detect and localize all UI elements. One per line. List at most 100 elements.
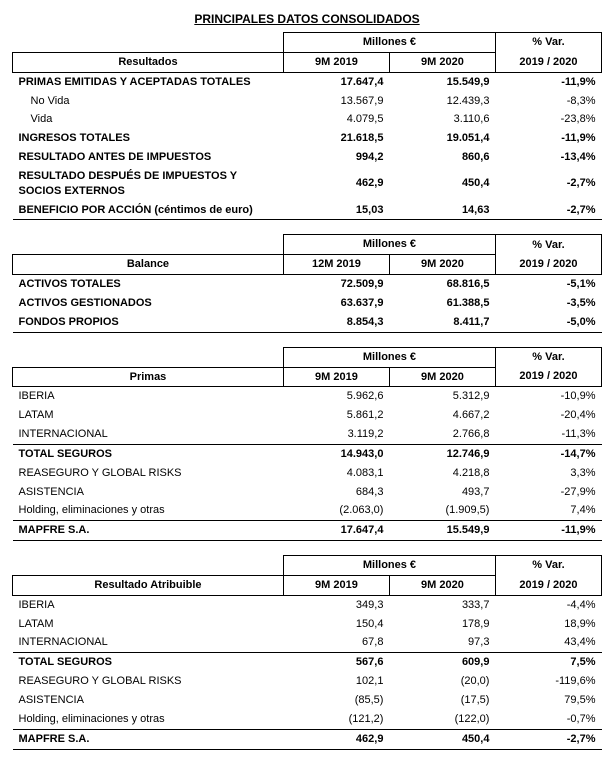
row-value-1: 994,2 — [283, 148, 389, 167]
header-var-period: 2019 / 2020 — [495, 52, 601, 72]
table-row: IBERIA349,3333,7-4,4% — [13, 595, 602, 614]
row-label: IBERIA — [13, 595, 284, 614]
row-value-2: 14,63 — [389, 201, 495, 220]
row-value-2: 333,7 — [389, 595, 495, 614]
row-value-2: 178,9 — [389, 615, 495, 634]
header-millones: Millones € — [283, 347, 495, 367]
header-section-label: Resultados — [13, 52, 284, 72]
row-label: LATAM — [13, 615, 284, 634]
row-var: -3,5% — [495, 294, 601, 313]
row-value-1: 15,03 — [283, 201, 389, 220]
row-value-1: 13.567,9 — [283, 92, 389, 111]
row-label: ASISTENCIA — [13, 691, 284, 710]
financial-table: Millones €% Var.Balance12M 20199M 202020… — [12, 234, 602, 332]
table-row: MAPFRE S.A.17.647,415.549,9-11,9% — [13, 521, 602, 541]
header-blank — [13, 235, 284, 255]
row-var: -2,7% — [495, 167, 601, 201]
row-label: Holding, eliminaciones y otras — [13, 501, 284, 520]
table-row: PRIMAS EMITIDAS Y ACEPTADAS TOTALES17.64… — [13, 72, 602, 91]
row-label: INTERNACIONAL — [13, 633, 284, 652]
header-var: % Var. — [495, 235, 601, 255]
row-label: Holding, eliminaciones y otras — [13, 710, 284, 729]
header-millones: Millones € — [283, 235, 495, 255]
row-var: 7,4% — [495, 501, 601, 520]
row-value-1: 567,6 — [283, 653, 389, 672]
row-var: -13,4% — [495, 148, 601, 167]
row-label: No Vida — [13, 92, 284, 111]
table-row: INGRESOS TOTALES21.618,519.051,4-11,9% — [13, 129, 602, 148]
header-section-label: Balance — [13, 255, 284, 275]
row-value-1: 4.079,5 — [283, 110, 389, 129]
row-value-1: 462,9 — [283, 729, 389, 749]
row-value-1: (85,5) — [283, 691, 389, 710]
row-label: LATAM — [13, 406, 284, 425]
row-var: -2,7% — [495, 729, 601, 749]
financial-table: Millones €% Var.Primas9M 20199M 20202019… — [12, 347, 602, 541]
row-value-2: 3.110,6 — [389, 110, 495, 129]
page-title: PRINCIPALES DATOS CONSOLIDADOS — [12, 12, 602, 26]
header-var: % Var. — [495, 33, 601, 53]
row-label: ACTIVOS GESTIONADOS — [13, 294, 284, 313]
row-label: ASISTENCIA — [13, 483, 284, 502]
row-label: TOTAL SEGUROS — [13, 444, 284, 463]
row-var: -11,9% — [495, 129, 601, 148]
row-label: RESULTADO ANTES DE IMPUESTOS — [13, 148, 284, 167]
row-label: IBERIA — [13, 387, 284, 406]
table-row: Vida4.079,53.110,6-23,8% — [13, 110, 602, 129]
financial-table: Millones €% Var.Resultados9M 20199M 2020… — [12, 32, 602, 220]
header-millones: Millones € — [283, 33, 495, 53]
row-value-1: 21.618,5 — [283, 129, 389, 148]
row-value-1: 102,1 — [283, 672, 389, 691]
row-var: -27,9% — [495, 483, 601, 502]
row-value-1: 150,4 — [283, 615, 389, 634]
row-value-2: 4.667,2 — [389, 406, 495, 425]
row-value-1: 63.637,9 — [283, 294, 389, 313]
table-row: ACTIVOS TOTALES72.509,968.816,5-5,1% — [13, 275, 602, 294]
row-value-1: 67,8 — [283, 633, 389, 652]
table-row: FONDOS PROPIOS8.854,38.411,7-5,0% — [13, 313, 602, 332]
table-row: No Vida13.567,912.439,3-8,3% — [13, 92, 602, 111]
row-label: Vida — [13, 110, 284, 129]
table-row: REASEGURO Y GLOBAL RISKS4.083,14.218,83,… — [13, 464, 602, 483]
row-value-2: 609,9 — [389, 653, 495, 672]
row-label: ACTIVOS TOTALES — [13, 275, 284, 294]
table-row: INTERNACIONAL67,897,343,4% — [13, 633, 602, 652]
row-value-2: 4.218,8 — [389, 464, 495, 483]
row-value-2: 450,4 — [389, 729, 495, 749]
row-value-2: 15.549,9 — [389, 72, 495, 91]
row-value-1: 14.943,0 — [283, 444, 389, 463]
row-value-2: 97,3 — [389, 633, 495, 652]
row-var: -14,7% — [495, 444, 601, 463]
header-blank — [13, 556, 284, 576]
tables-container: Millones €% Var.Resultados9M 20199M 2020… — [12, 32, 602, 750]
row-var: -4,4% — [495, 595, 601, 614]
header-period1: 9M 2019 — [283, 367, 389, 387]
row-value-2: 493,7 — [389, 483, 495, 502]
header-var-period: 2019 / 2020 — [495, 575, 601, 595]
row-value-1: 72.509,9 — [283, 275, 389, 294]
table-row: BENEFICIO POR ACCIÓN (céntimos de euro)1… — [13, 201, 602, 220]
row-value-1: 3.119,2 — [283, 425, 389, 444]
row-label: MAPFRE S.A. — [13, 729, 284, 749]
row-label: PRIMAS EMITIDAS Y ACEPTADAS TOTALES — [13, 72, 284, 91]
table-row: ASISTENCIA684,3493,7-27,9% — [13, 483, 602, 502]
row-value-2: 12.746,9 — [389, 444, 495, 463]
table-row: REASEGURO Y GLOBAL RISKS102,1(20,0)-119,… — [13, 672, 602, 691]
header-section-label: Primas — [13, 367, 284, 387]
row-var: -2,7% — [495, 201, 601, 220]
row-value-2: (20,0) — [389, 672, 495, 691]
row-value-1: 5.861,2 — [283, 406, 389, 425]
row-var: -11,9% — [495, 521, 601, 541]
row-var: -20,4% — [495, 406, 601, 425]
header-var-period: 2019 / 2020 — [495, 367, 601, 387]
row-value-2: 5.312,9 — [389, 387, 495, 406]
row-value-2: 8.411,7 — [389, 313, 495, 332]
row-label: BENEFICIO POR ACCIÓN (céntimos de euro) — [13, 201, 284, 220]
table-row: ACTIVOS GESTIONADOS63.637,961.388,5-3,5% — [13, 294, 602, 313]
row-value-1: 17.647,4 — [283, 72, 389, 91]
header-period2: 9M 2020 — [389, 255, 495, 275]
row-var: -8,3% — [495, 92, 601, 111]
table-row: MAPFRE S.A.462,9450,4-2,7% — [13, 729, 602, 749]
header-section-label: Resultado Atribuible — [13, 575, 284, 595]
row-var: 7,5% — [495, 653, 601, 672]
